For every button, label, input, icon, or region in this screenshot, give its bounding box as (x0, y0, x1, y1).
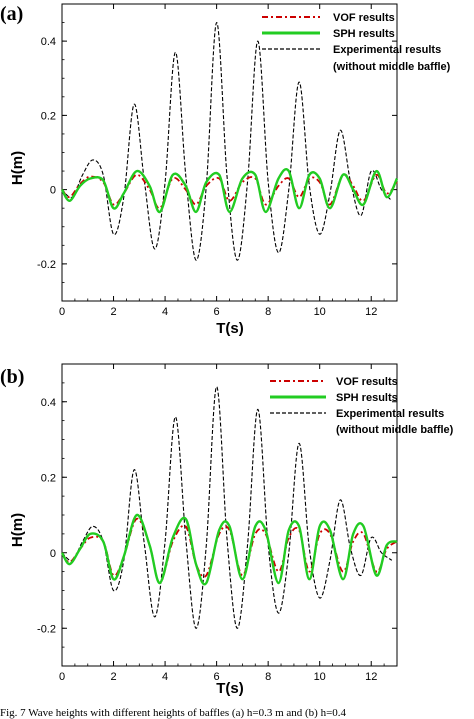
series-line-sph-results (60, 168, 399, 214)
series-layer (60, 22, 399, 261)
figure-caption: Fig. 7 Wave heights with different heigh… (0, 707, 347, 719)
y-tick-label: -0.2 (37, 623, 56, 635)
x-tick-label: 10 (314, 306, 326, 318)
x-tick-label: 10 (314, 671, 326, 683)
x-tick-label: 0 (59, 671, 65, 683)
x-tick-label: 8 (265, 671, 271, 683)
legend-label-vof: VOF results (336, 376, 398, 388)
y-tick-label: 0.4 (41, 397, 56, 409)
y-axis-label: H(m) (9, 151, 26, 185)
panel-b: (b) T(s) H(m) 0 2 4 6 8 10 12 -0.2 0 0.2 0.4 VOF r… (0, 363, 454, 697)
y-tick-label: 0 (50, 548, 56, 560)
y-axis-label: H(m) (9, 513, 26, 547)
legend: VOF results SPH results Experimental res… (270, 376, 454, 436)
x-tick-label: 2 (110, 671, 116, 683)
legend-label-experimental: Experimental results (333, 44, 441, 56)
series-line-sph-results (60, 513, 398, 586)
legend-label-sph: SPH results (336, 392, 398, 404)
panel-a: (a) T(s) H(m) 0 2 4 6 8 10 12 -0.2 0 0.2 0.4 VOF r… (0, 3, 451, 337)
x-tick-label: 12 (365, 671, 377, 683)
x-tick-label: 12 (365, 306, 377, 318)
legend-label-experimental: Experimental results (336, 408, 444, 420)
x-tick-label: 8 (265, 306, 271, 318)
x-tick-label: 4 (162, 306, 168, 318)
ticks: 0 2 4 6 8 10 12 -0.2 0 0.2 0.4 (37, 363, 397, 683)
panel-letter: (a) (0, 3, 23, 25)
ticks: 0 2 4 6 8 10 12 -0.2 0 0.2 0.4 (37, 3, 397, 318)
panel-letter: (b) (0, 366, 24, 388)
series-line-experimental-results (61, 22, 393, 261)
legend-label-sph: SPH results (333, 28, 395, 40)
legend-label-note: (without middle baffle) (333, 61, 451, 73)
y-tick-label: -0.2 (37, 259, 56, 271)
x-tick-label: 4 (162, 671, 168, 683)
y-tick-label: 0.4 (41, 36, 56, 48)
series-line-experimental-results (61, 386, 393, 629)
x-axis-label: T(s) (216, 320, 244, 337)
x-tick-label: 6 (214, 671, 220, 683)
x-tick-label: 6 (214, 306, 220, 318)
series-layer (60, 386, 398, 629)
x-tick-label: 2 (110, 306, 116, 318)
y-tick-label: 0.2 (41, 110, 56, 122)
legend-label-note: (without middle baffle) (336, 424, 454, 436)
legend: VOF results SPH results Experimental res… (262, 12, 451, 73)
x-tick-label: 0 (59, 306, 65, 318)
x-axis-label: T(s) (216, 680, 244, 697)
y-tick-label: 0 (50, 185, 56, 197)
legend-label-vof: VOF results (333, 12, 395, 24)
y-tick-label: 0.2 (41, 472, 56, 484)
